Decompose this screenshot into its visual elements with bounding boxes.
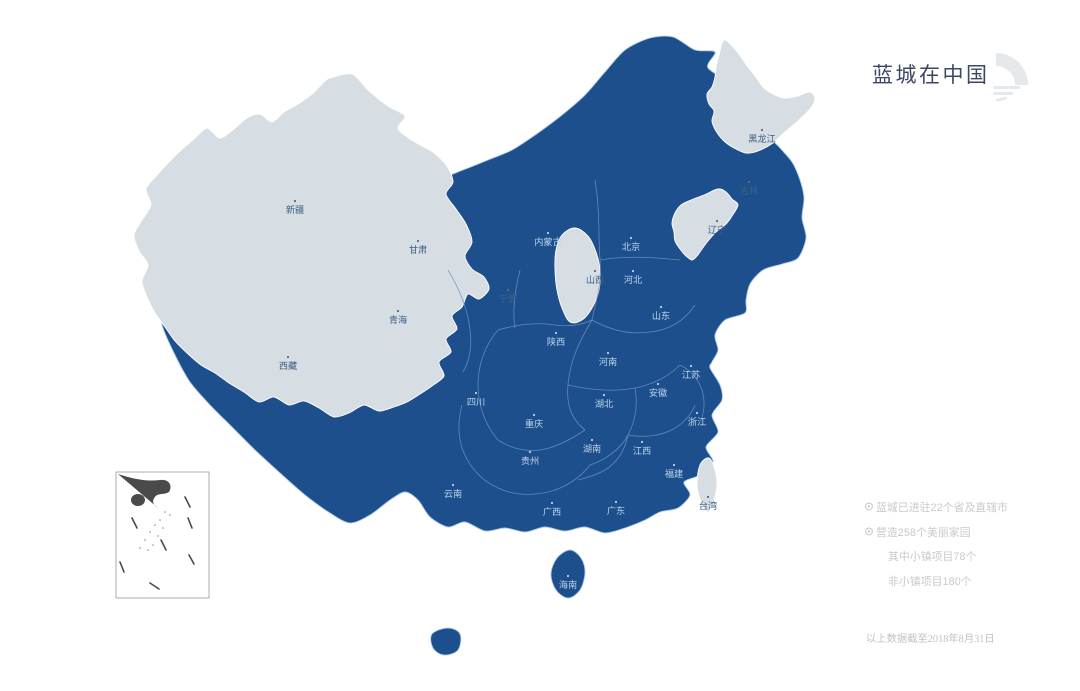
svg-text:河南: 河南 xyxy=(599,356,617,367)
svg-text:甘肃: 甘肃 xyxy=(409,244,427,255)
svg-text:蓝城在中国: 蓝城在中国 xyxy=(872,64,990,87)
svg-text:辽宁: 辽宁 xyxy=(708,224,726,235)
svg-text:福建: 福建 xyxy=(665,468,683,479)
svg-text:营造258个美丽家园: 营造258个美丽家园 xyxy=(876,525,971,539)
svg-text:河北: 河北 xyxy=(624,274,642,285)
svg-text:浙江: 浙江 xyxy=(688,416,706,427)
svg-text:四川: 四川 xyxy=(467,397,485,407)
svg-text:江苏: 江苏 xyxy=(682,369,700,380)
svg-text:台湾: 台湾 xyxy=(699,500,717,511)
svg-text:山西: 山西 xyxy=(586,275,604,285)
svg-text:非小镇项目180个: 非小镇项目180个 xyxy=(888,574,972,588)
svg-text:江西: 江西 xyxy=(633,446,651,456)
svg-text:贵州: 贵州 xyxy=(521,455,539,466)
svg-text:新疆: 新疆 xyxy=(286,204,304,215)
svg-text:吉林: 吉林 xyxy=(740,185,758,196)
svg-text:内蒙古: 内蒙古 xyxy=(534,236,562,247)
svg-text:陕西: 陕西 xyxy=(547,336,565,347)
svg-text:广西: 广西 xyxy=(543,506,561,517)
svg-text:海南: 海南 xyxy=(559,579,577,590)
svg-text:重庆: 重庆 xyxy=(525,418,543,429)
svg-text:其中小镇项目78个: 其中小镇项目78个 xyxy=(888,549,977,563)
svg-text:西藏: 西藏 xyxy=(279,360,297,371)
svg-text:湖南: 湖南 xyxy=(583,443,601,454)
svg-text:云南: 云南 xyxy=(444,488,462,499)
svg-text:蓝城已进驻22个省及直辖市: 蓝城已进驻22个省及直辖市 xyxy=(876,500,1008,514)
svg-text:青海: 青海 xyxy=(389,314,407,325)
svg-text:以上数据截至2018年8月31日: 以上数据截至2018年8月31日 xyxy=(866,632,995,645)
svg-text:宁夏: 宁夏 xyxy=(499,293,517,304)
svg-text:黑龙江: 黑龙江 xyxy=(748,133,776,144)
svg-text:安徽: 安徽 xyxy=(649,387,667,398)
svg-text:湖北: 湖北 xyxy=(595,399,613,409)
svg-text:北京: 北京 xyxy=(622,241,640,252)
svg-text:山东: 山东 xyxy=(652,310,670,321)
svg-text:广东: 广东 xyxy=(607,505,625,516)
